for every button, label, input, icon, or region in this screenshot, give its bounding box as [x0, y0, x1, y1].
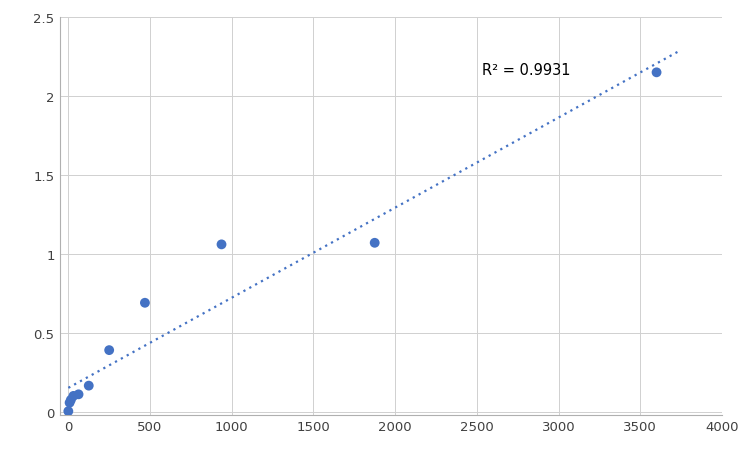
- Point: [139, 299, 151, 307]
- Point: [216, 241, 228, 249]
- Point: [65, 396, 77, 404]
- Point: [72, 391, 84, 398]
- Point: [62, 408, 74, 415]
- Text: R² = 0.9931: R² = 0.9931: [482, 63, 570, 78]
- Point: [368, 239, 381, 247]
- Point: [68, 392, 80, 400]
- Point: [650, 69, 663, 77]
- Point: [83, 382, 95, 389]
- Point: [103, 347, 115, 354]
- Point: [64, 399, 76, 406]
